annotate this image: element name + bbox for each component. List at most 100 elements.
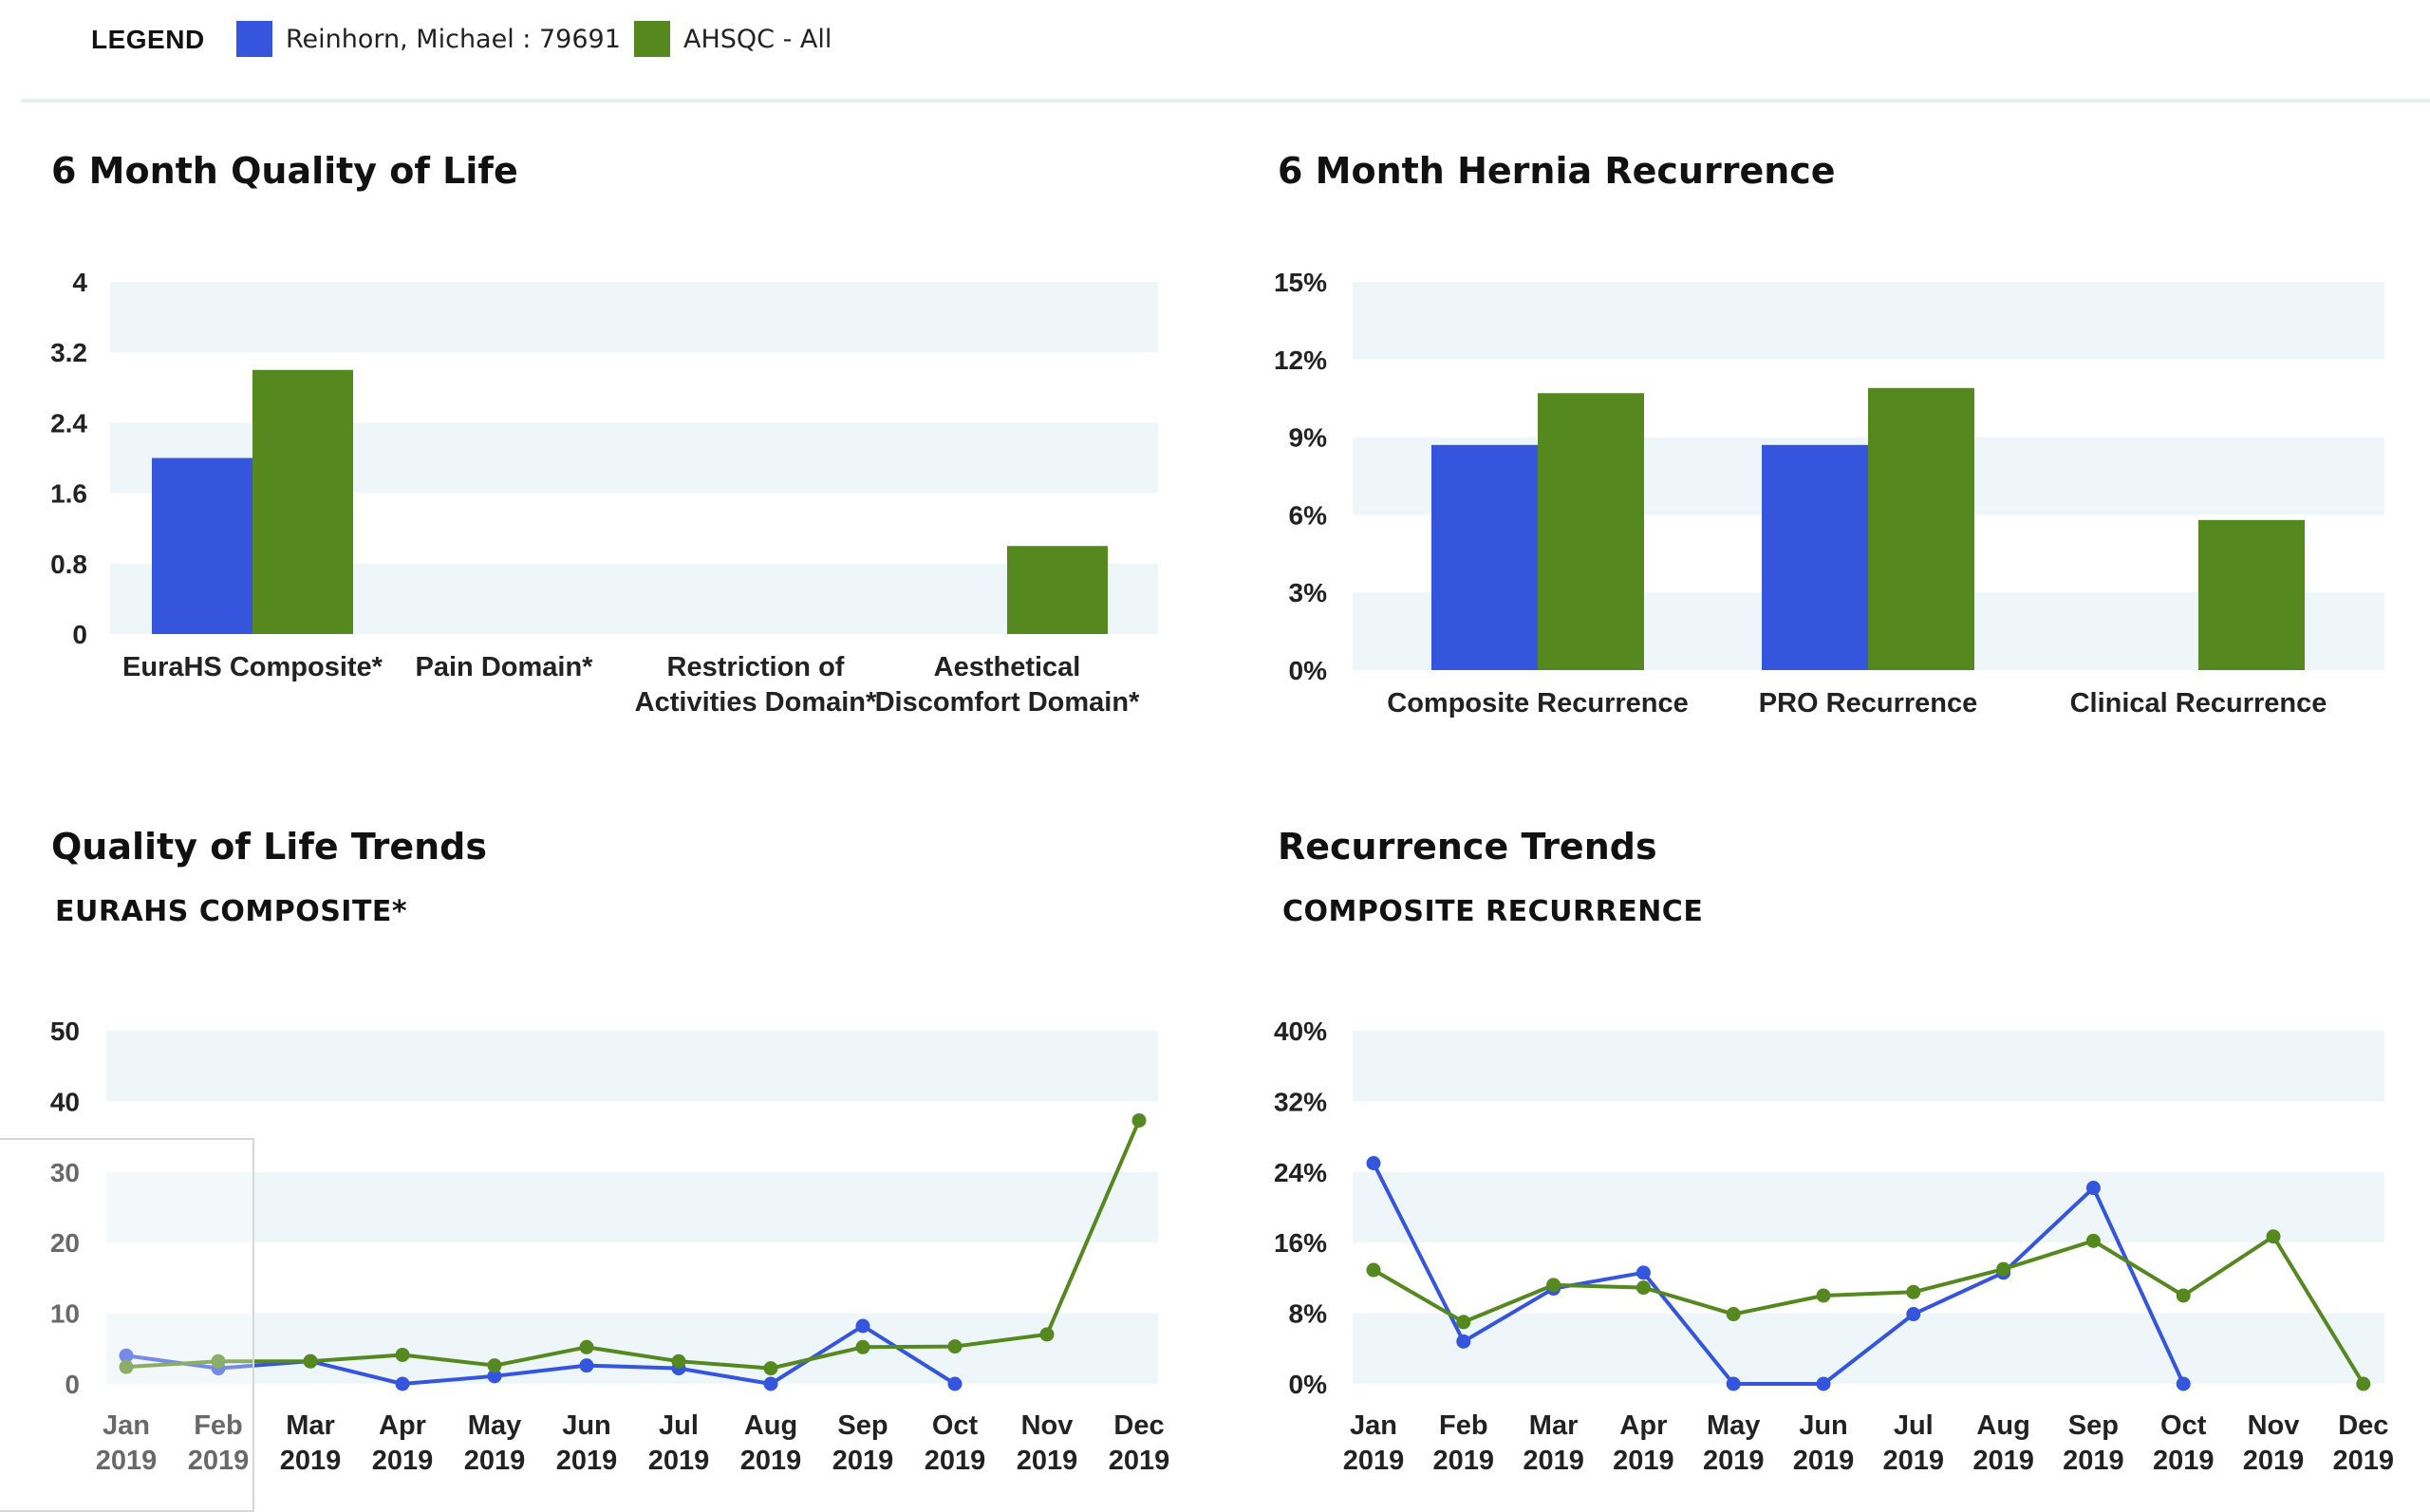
qol-category-label: Pain Domain* bbox=[416, 652, 594, 682]
qol-chart-title: 6 Month Quality of Life bbox=[51, 150, 518, 192]
rec_trends-ytick-label: 32% bbox=[1274, 1087, 1327, 1116]
hernia-category-label: Composite Recurrence bbox=[1387, 688, 1689, 719]
hernia-category-label: Clinical Recurrence bbox=[2070, 688, 2327, 719]
qol_trends-xtick-label: 2019 bbox=[280, 1446, 342, 1476]
qol-trends-title: Quality of Life Trends bbox=[51, 826, 487, 868]
rec_trends-point-ahsqc bbox=[1636, 1280, 1651, 1296]
legend-item-surgeon[interactable]: Reinhorn, Michael : 79691 bbox=[236, 21, 621, 57]
rec_trends-xtick-label: 2019 bbox=[1883, 1446, 1945, 1476]
rec_trends-xtick-label: Jun bbox=[1799, 1410, 1848, 1441]
rec_trends-xtick-label: 2019 bbox=[2243, 1446, 2305, 1476]
qol_trends-point-ahsqc bbox=[947, 1339, 963, 1354]
qol_trends-xtick-label: 2019 bbox=[96, 1446, 158, 1476]
qol_trends-ytick-label: 0 bbox=[65, 1370, 80, 1399]
qol_trends-ytick-label: 30 bbox=[50, 1158, 80, 1187]
qol_trends-xtick-label: 2019 bbox=[832, 1446, 894, 1476]
rec_trends-ytick-label: 24% bbox=[1274, 1158, 1327, 1187]
rec_trends-xtick-label: May bbox=[1707, 1410, 1760, 1441]
hernia-ytick-label: 15% bbox=[1274, 268, 1327, 297]
rec_trends-xtick-label: 2019 bbox=[2333, 1446, 2395, 1476]
rec_trends-point-surgeon bbox=[1456, 1334, 1471, 1349]
rec_trends-xtick-label: Aug bbox=[1976, 1410, 2029, 1441]
qol_trends-point-surgeon bbox=[855, 1318, 870, 1334]
rec-trends-subtitle: COMPOSITE RECURRENCE bbox=[1282, 895, 1704, 928]
qol-category-label: Aesthetical bbox=[934, 652, 1081, 682]
qol_trends-ytick-label: 50 bbox=[50, 1017, 80, 1046]
rec_trends-ytick-label: 8% bbox=[1289, 1299, 1328, 1329]
hernia-grid-band bbox=[1353, 282, 2384, 360]
qol_trends-xtick-label: 2019 bbox=[1109, 1446, 1170, 1476]
rec_trends-point-ahsqc bbox=[1996, 1261, 2011, 1277]
qol_trends-xtick-label: Jun bbox=[562, 1410, 611, 1441]
hernia-ytick-label: 3% bbox=[1289, 578, 1328, 607]
rec_trends-point-ahsqc bbox=[2356, 1376, 2371, 1391]
rec_trends-xtick-label: Apr bbox=[1619, 1410, 1667, 1441]
qol_trends-point-ahsqc bbox=[211, 1353, 226, 1369]
qol_trends-series-line-ahsqc bbox=[125, 1119, 1141, 1371]
qol_trends-point-ahsqc bbox=[395, 1347, 410, 1362]
legend-swatch-ahsqc bbox=[634, 21, 670, 57]
qol_trends-ytick-label: 20 bbox=[50, 1228, 80, 1258]
qol_trends-point-ahsqc bbox=[671, 1353, 686, 1369]
rec_trends-xtick-label: Jan bbox=[1350, 1410, 1397, 1441]
hernia-bar-ahsqc bbox=[1868, 387, 1974, 670]
rec_trends-grid-band bbox=[1353, 1031, 2384, 1102]
qol_trends-point-surgeon bbox=[395, 1376, 410, 1391]
rec_trends-ytick-label: 16% bbox=[1274, 1228, 1327, 1258]
qol_trends-xtick-label: 2019 bbox=[556, 1446, 618, 1476]
hernia-bar-surgeon bbox=[1431, 444, 1538, 670]
qol_trends-point-surgeon bbox=[763, 1376, 778, 1391]
qol-category-label: Discomfort Domain* bbox=[875, 687, 1140, 718]
qol_trends-xtick-label: May bbox=[468, 1410, 521, 1441]
qol_trends-xtick-label: 2019 bbox=[188, 1446, 250, 1476]
rec-trends-title: Recurrence Trends bbox=[1278, 826, 1657, 868]
qol_trends-xtick-label: 2019 bbox=[464, 1446, 526, 1476]
rec_trends-ytick-label: 40% bbox=[1274, 1017, 1327, 1046]
qol_trends-point-surgeon bbox=[579, 1358, 594, 1373]
qol_trends-xtick-label: Jul bbox=[659, 1410, 699, 1441]
hernia-bar-ahsqc bbox=[1538, 393, 1644, 670]
qol-ytick-label: 2.4 bbox=[50, 408, 87, 438]
rec_trends-point-ahsqc bbox=[2085, 1233, 2101, 1248]
qol_trends-xtick-label: 2019 bbox=[372, 1446, 434, 1476]
qol_trends-grid-band bbox=[106, 1171, 1158, 1243]
qol_trends-xtick-label: Jan bbox=[103, 1410, 150, 1441]
qol_trends-xtick-label: Dec bbox=[1113, 1410, 1164, 1441]
qol_trends-xtick-label: 2019 bbox=[648, 1446, 710, 1476]
rec_trends-series-line-ahsqc bbox=[1372, 1234, 2365, 1386]
hernia-chart-title: 6 Month Hernia Recurrence bbox=[1278, 150, 1836, 192]
rec_trends-xtick-label: Sep bbox=[2068, 1410, 2119, 1441]
qol_trends-point-ahsqc bbox=[855, 1339, 870, 1354]
rec_trends-xtick-label: 2019 bbox=[2153, 1446, 2215, 1476]
qol_trends-point-surgeon bbox=[119, 1348, 134, 1363]
rec_trends-point-ahsqc bbox=[1816, 1288, 1831, 1303]
rec_trends-xtick-label: 2019 bbox=[1523, 1446, 1584, 1476]
rec_trends-xtick-label: Oct bbox=[2160, 1410, 2207, 1441]
qol-ytick-label: 3.2 bbox=[50, 338, 87, 367]
qol-ytick-label: 4 bbox=[72, 268, 87, 297]
qol_trends-point-ahsqc bbox=[119, 1359, 134, 1374]
qol_trends-point-surgeon bbox=[487, 1369, 502, 1384]
qol_trends-series-line-surgeon bbox=[125, 1323, 957, 1386]
rec_trends-point-surgeon bbox=[1636, 1265, 1651, 1280]
qol_trends-xtick-label: Aug bbox=[744, 1410, 797, 1441]
rec_trends-point-ahsqc bbox=[2266, 1229, 2281, 1244]
rec_trends-xtick-label: Jul bbox=[1894, 1410, 1934, 1441]
rec_trends-xtick-label: 2019 bbox=[1793, 1446, 1855, 1476]
qol_trends-point-ahsqc bbox=[579, 1339, 594, 1354]
qol_trends-xtick-label: Apr bbox=[379, 1410, 426, 1441]
rec_trends-point-surgeon bbox=[1366, 1156, 1381, 1170]
rec_trends-point-ahsqc bbox=[2176, 1288, 2191, 1303]
hernia-ytick-label: 12% bbox=[1274, 345, 1327, 375]
rec_trends-xtick-label: Dec bbox=[2338, 1410, 2388, 1441]
rec_trends-grid-band bbox=[1353, 1171, 2384, 1243]
legend-item-ahsqc[interactable]: AHSQC - All bbox=[634, 21, 832, 57]
hernia-bar-surgeon bbox=[1762, 444, 1868, 670]
legend-label-surgeon: Reinhorn, Michael : 79691 bbox=[286, 24, 621, 54]
rec_trends-point-ahsqc bbox=[1726, 1307, 1741, 1322]
rec_trends-point-surgeon bbox=[2085, 1181, 2101, 1196]
legend-divider bbox=[21, 99, 2430, 103]
qol-trends-subtitle: EURAHS COMPOSITE* bbox=[55, 895, 408, 928]
legend-label-ahsqc: AHSQC - All bbox=[683, 24, 832, 54]
